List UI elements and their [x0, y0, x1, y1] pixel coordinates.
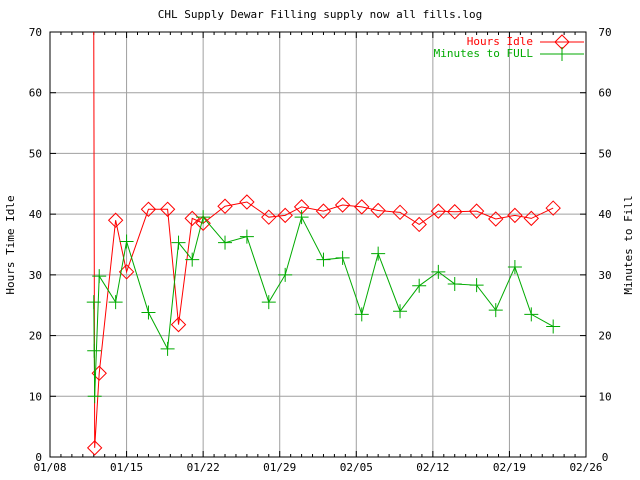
data-point-hours-idle — [159, 201, 176, 217]
data-point-hours-idle — [170, 316, 187, 333]
x-tick-label: 02/19 — [493, 461, 526, 474]
data-point-minutes-to-full — [294, 210, 309, 225]
data-point-minutes-to-full — [316, 252, 331, 267]
data-point-minutes-to-full — [335, 250, 350, 265]
data-point-minutes-to-full — [507, 259, 522, 274]
data-point-hours-idle — [86, 440, 103, 456]
y2-tick-label: 70 — [598, 26, 611, 39]
series-line-1 — [93, 215, 554, 397]
data-point-minutes-to-full — [92, 269, 107, 284]
data-point-minutes-to-full — [354, 307, 369, 322]
data-point-hours-idle — [107, 212, 124, 228]
data-point-minutes-to-full — [185, 252, 200, 267]
data-point-hours-idle — [217, 198, 233, 214]
y2-tick-label: 0 — [602, 451, 609, 464]
y2-axis-label: Minutes to Fill — [622, 195, 635, 294]
y-tick-label: 60 — [29, 87, 42, 100]
data-point-hours-idle — [545, 200, 561, 216]
data-point-hours-idle — [261, 209, 277, 225]
data-point-hours-idle — [488, 211, 504, 227]
data-point-minutes-to-full — [196, 210, 211, 225]
data-point-minutes-to-full — [86, 295, 101, 310]
legend-label-hours-idle: Hours Idle — [467, 35, 533, 48]
data-point-hours-idle — [370, 202, 386, 219]
data-point-minutes-to-full — [108, 295, 123, 310]
y-tick-label: 70 — [29, 26, 42, 39]
data-point-hours-idle — [315, 203, 332, 219]
x-tick-label: 01/15 — [110, 461, 143, 474]
y-tick-label: 10 — [29, 390, 42, 403]
data-point-hours-idle — [447, 204, 463, 220]
data-point-minutes-to-full — [239, 229, 254, 244]
data-point-minutes-to-full — [393, 304, 408, 319]
axes: 0 0 10 10 20 20 30 30 40 40 50 50 60 60 70 70 01/08 01/15… — [29, 26, 612, 474]
data-point-hours-idle — [239, 194, 255, 210]
x-tick-label: 01/29 — [263, 461, 296, 474]
x-tick-label: 01/08 — [33, 461, 66, 474]
data-point-minutes-to-full — [524, 307, 539, 322]
data-point-hours-idle — [195, 215, 211, 231]
y-tick-label: 0 — [35, 451, 42, 464]
data-point-minutes-to-full — [171, 235, 186, 250]
series-1 — [86, 210, 561, 404]
x-tick-label: 02/12 — [416, 461, 449, 474]
data-point-minutes-to-full — [447, 276, 462, 291]
data-point-minutes-to-full — [119, 234, 134, 249]
y2-tick-label: 50 — [598, 147, 611, 160]
data-point-minutes-to-full — [261, 295, 276, 310]
y2-tick-label: 30 — [598, 269, 611, 282]
x-tick-label: 01/22 — [187, 461, 220, 474]
data-point-minutes-to-full — [278, 267, 293, 282]
legend-label-minutes-to-full: Minutes to FULL — [434, 47, 534, 60]
data-point-hours-idle — [507, 207, 523, 224]
data-point-minutes-to-full — [141, 305, 156, 320]
x-tick-label: 02/05 — [340, 461, 373, 474]
data-point-hours-idle — [277, 207, 293, 224]
series-0 — [86, 31, 561, 456]
data-point-minutes-to-full — [371, 246, 386, 261]
data-point-hours-idle — [392, 204, 408, 221]
data-point-minutes-to-full — [87, 343, 102, 358]
legend-marker-plus — [555, 47, 569, 61]
data-point-minutes-to-full — [87, 389, 102, 404]
y2-tick-label: 20 — [598, 330, 611, 343]
data-point-hours-idle — [184, 210, 200, 227]
grid — [50, 32, 586, 457]
y-axis-label: Hours Time Idle — [4, 195, 17, 294]
data-point-hours-idle — [354, 199, 370, 215]
series-layer — [86, 31, 561, 456]
data-point-minutes-to-full — [431, 264, 446, 279]
data-point-hours-idle — [140, 201, 157, 217]
data-point-hours-idle — [468, 203, 485, 219]
series-line-0 — [93, 31, 554, 448]
legend: Hours Idle Minutes to FULL — [434, 34, 584, 61]
data-point-minutes-to-full — [412, 278, 427, 293]
chart-title: CHL Supply Dewar Filling supply now all … — [158, 8, 483, 21]
y-tick-label: 50 — [29, 147, 42, 160]
data-point-minutes-to-full — [469, 278, 484, 293]
y2-tick-label: 10 — [598, 390, 611, 403]
data-point-hours-idle — [334, 197, 351, 213]
y-tick-label: 30 — [29, 269, 42, 282]
data-point-hours-idle — [411, 216, 427, 233]
plot-frame — [49, 31, 587, 458]
y-tick-label: 40 — [29, 208, 42, 221]
y-tick-label: 20 — [29, 330, 42, 343]
data-point-hours-idle — [430, 203, 447, 219]
data-point-minutes-to-full — [218, 235, 233, 250]
data-point-minutes-to-full — [488, 303, 503, 318]
x-tick-label: 02/26 — [569, 461, 602, 474]
data-point-minutes-to-full — [546, 319, 561, 334]
y2-tick-label: 40 — [598, 208, 611, 221]
data-point-minutes-to-full — [160, 341, 175, 356]
data-point-hours-idle — [523, 210, 540, 227]
y2-tick-label: 60 — [598, 87, 611, 100]
